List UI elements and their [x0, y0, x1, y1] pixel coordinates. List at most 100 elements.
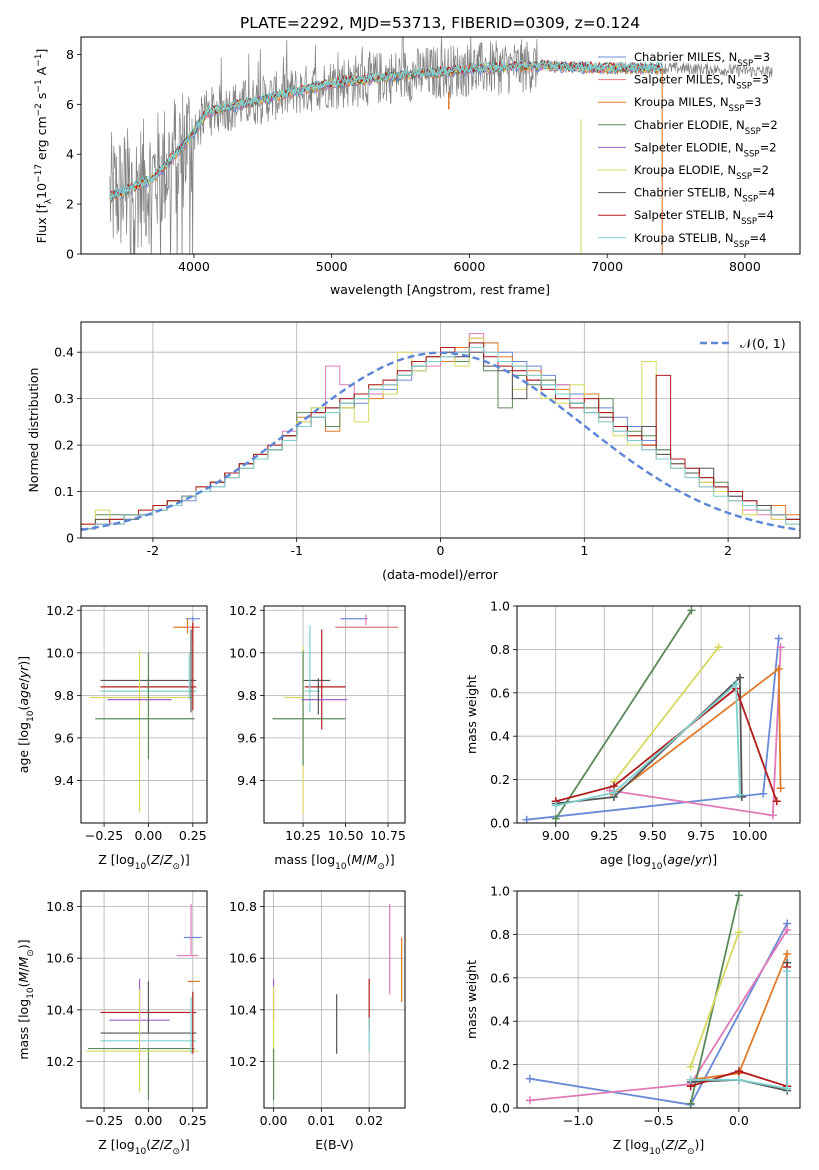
y-tick-label: 9.8 [237, 688, 257, 703]
plus-marker [759, 789, 768, 798]
x-tick-label: 7000 [591, 259, 623, 274]
y-tick-label: 0.2 [54, 438, 74, 453]
plus-marker [609, 788, 618, 797]
x-tick-label: 4000 [178, 259, 210, 274]
x-tick-label: 0.25 [179, 828, 207, 843]
y-tick-label: 0.2 [490, 772, 510, 787]
x-tick-label: 9.25 [590, 828, 618, 843]
mass-weight-vs-metallicity-panel: −1.0 −0.5 0.0 0.0 0.2 0.4 0.6 0.8 1.0 Z [log10(Z/… [464, 884, 801, 1157]
x-tick-label: 0.00 [260, 1113, 288, 1128]
x-tick-label: -1 [290, 543, 302, 558]
x-tick-label: -2 [147, 543, 159, 558]
plus-marker [686, 1062, 695, 1071]
plot-background [264, 891, 405, 1108]
y-tick-label: 9.6 [237, 730, 257, 745]
plus-marker [735, 790, 744, 799]
y-tick-label: 0.0 [490, 816, 510, 831]
y-tick-label: 0.8 [490, 927, 510, 942]
plus-marker [525, 1074, 534, 1083]
y-tick-label: 0.0 [490, 1101, 510, 1116]
plus-marker [732, 680, 741, 689]
plus-marker [686, 1099, 695, 1108]
figure-title: PLATE=2292, MJD=53713, FIBERID=0309, z=0… [240, 14, 640, 32]
y-tick-label: 9.4 [54, 773, 74, 788]
mass-vs-ebv-panel: 0.00 0.01 0.02 10.2 10.4 10.6 10.8 E(B-V) [229, 890, 406, 1152]
model-line-top [109, 61, 663, 201]
y-tick-label: 10.0 [229, 645, 257, 660]
y-tick-label: 1.0 [490, 599, 510, 614]
mass-weight-line-3 [555, 609, 693, 820]
mass-weight-vs-age-panel: 9.00 9.25 9.50 9.75 10.00 0.0 0.2 0.4 0.6 0.8 1.0 a… [464, 599, 801, 872]
y-tick-label: 10.2 [229, 603, 257, 618]
y-tick-label: 0.1 [54, 484, 74, 499]
y-tick-label: 0.4 [54, 345, 74, 360]
y-axis-label: mass [log10(M/M⊙)] [16, 939, 36, 1059]
y-tick-label: 0.2 [490, 1057, 510, 1072]
x-tick-label: 9.75 [687, 828, 715, 843]
y-tick-label: 10.2 [229, 1054, 257, 1069]
mass-weight-line-4 [689, 931, 740, 1068]
y-tick-label: 10.4 [46, 1002, 74, 1017]
y-tick-label: 6 [66, 97, 74, 112]
age-vs-metallicity-panel: −0.25 0.00 0.25 9.4 9.6 9.8 10.0 10.2 Z [log10(Z… [16, 603, 208, 872]
plot-area [272, 903, 403, 1101]
x-axis-label: Z [log10(Z/Z⊙)] [98, 1137, 190, 1157]
x-tick-label: −1.0 [563, 1113, 593, 1128]
y-tick-label: 10.2 [46, 1054, 74, 1069]
plot-area [522, 606, 785, 823]
plus-marker [774, 664, 783, 673]
x-tick-label: 9.00 [542, 828, 570, 843]
histogram-series-6 [81, 342, 800, 538]
plus-marker [551, 814, 560, 823]
mass-vs-metallicity-panel: −0.25 0.00 0.25 10.2 10.4 10.6 10.8 Z [log10(Z/… [16, 890, 208, 1157]
y-tick-label: 10.8 [229, 899, 257, 914]
x-tick-label: 0 [437, 543, 445, 558]
x-tick-label: 10.25 [285, 828, 321, 843]
plus-marker [783, 926, 792, 935]
y-tick-label: 0 [66, 247, 74, 262]
age-vs-mass-panel: 10.25 10.50 10.75 9.4 9.6 9.8 10.0 10.2 mass [lo… [229, 603, 406, 872]
plot-area [525, 891, 792, 1108]
y-tick-label: 0.8 [490, 642, 510, 657]
y-tick-label: 10.6 [46, 951, 74, 966]
plus-marker [768, 811, 777, 820]
plus-marker [551, 801, 560, 810]
mass-weight-line-7 [555, 682, 741, 807]
residual-histogram-panel: -2 -1 0 1 2 0 0.1 0.2 0.3 0.4 (data-model)/error No… [26, 321, 801, 582]
x-tick-label: 10.50 [328, 828, 364, 843]
x-axis-label: Z [log10(Z/Z⊙)] [98, 852, 190, 872]
x-tick-label: 0.00 [135, 828, 163, 843]
plus-marker [776, 643, 785, 652]
x-tick-label: 0.02 [355, 1113, 383, 1128]
plus-marker [772, 797, 781, 806]
y-tick-label: 2 [66, 197, 74, 212]
plus-marker [525, 1096, 534, 1105]
y-axis-label: mass weight [464, 675, 479, 754]
y-tick-label: 1.0 [490, 884, 510, 899]
plot-background [517, 606, 800, 823]
x-tick-label: 0.01 [307, 1113, 335, 1128]
x-tick-label: 6000 [454, 259, 486, 274]
plus-marker [734, 1075, 743, 1084]
x-axis-label: Z [log10(Z/Z⊙)] [613, 1137, 705, 1157]
y-tick-label: 0.6 [490, 685, 510, 700]
plus-marker [783, 967, 792, 976]
y-tick-label: 9.6 [54, 730, 74, 745]
plot-area [89, 616, 200, 813]
y-tick-label: 10.0 [46, 645, 74, 660]
axes-frame [263, 890, 406, 1109]
x-tick-label: 10.00 [732, 828, 768, 843]
x-axis-label: (data-model)/error [382, 567, 499, 582]
plus-marker [734, 928, 743, 937]
y-tick-label: 0 [66, 531, 74, 546]
x-axis-label: wavelength [Angstrom, rest frame] [330, 282, 550, 297]
legend-label: 𝒩(0, 1) [740, 336, 786, 351]
plus-marker [735, 673, 744, 682]
spectrum-data-line [109, 37, 773, 254]
x-tick-label: −0.25 [85, 828, 123, 843]
y-axis-label: age [log10(age/yr)] [16, 656, 36, 773]
x-tick-label: 1 [580, 543, 588, 558]
x-tick-label: −0.25 [85, 1113, 123, 1128]
axes-frame [80, 605, 208, 824]
y-tick-label: 0.6 [490, 970, 510, 985]
